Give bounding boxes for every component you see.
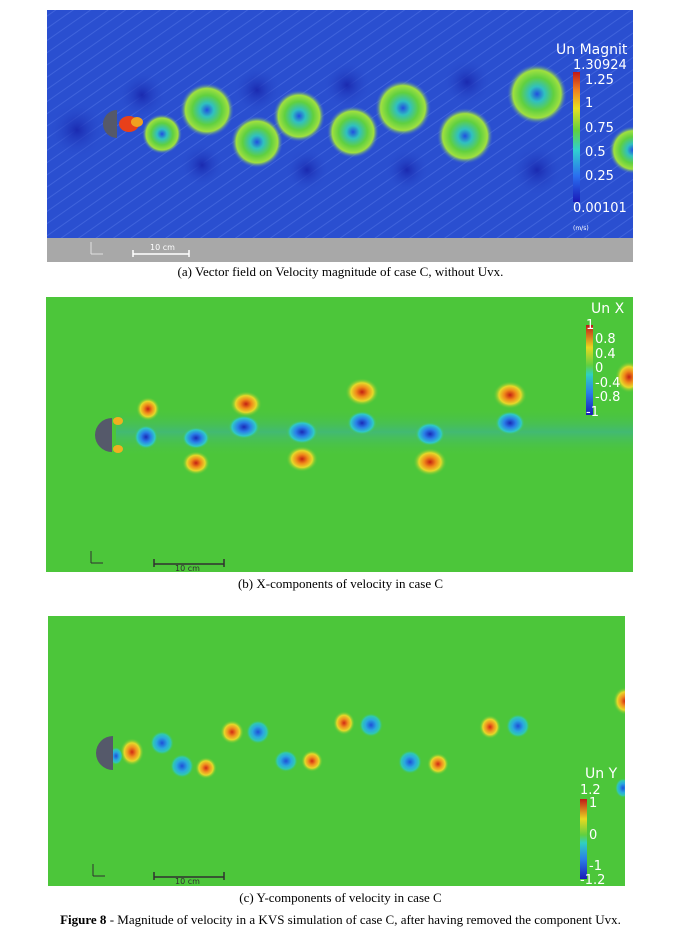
- panel-b-x-velocity: 10 cm Un X 1 0.8 0.4 0 -0.4 -0.8 -1: [46, 297, 633, 572]
- scale-bar: [153, 872, 225, 880]
- colorbar-tick: 0.75: [585, 121, 614, 136]
- colorbar-tick: -1.2: [580, 873, 605, 886]
- scale-bar: [132, 250, 190, 257]
- colorbar-a: [573, 72, 580, 202]
- low-velocity-spots: [49, 58, 563, 196]
- axes-triad-icon: [92, 864, 105, 877]
- negative-velocity-spots: [109, 713, 625, 798]
- panel-c-y-velocity: 10 cm Un Y 1.2 1 0 -1 -1.2: [48, 616, 625, 886]
- scale-bar-label: 10 cm: [150, 243, 175, 252]
- colorbar-min-label: 0.00101: [573, 201, 627, 216]
- flow-field-background: [48, 616, 625, 886]
- caption-a: (a) Vector field on Velocity magnitude o…: [177, 264, 504, 279]
- cylinder-body: [103, 110, 117, 138]
- colorbar-tick: 1.2: [580, 783, 601, 798]
- colorbar-tick: 1: [585, 96, 593, 111]
- colorbar-title: Un Magnit: [556, 42, 628, 58]
- cylinder-body: [95, 418, 112, 452]
- colorbar-b: [586, 325, 593, 415]
- colorbar-tick: 0.4: [595, 347, 616, 362]
- colorbar-tick: 0.25: [585, 169, 614, 184]
- scale-bar-label: 10 cm: [175, 877, 200, 886]
- colorbar-tick: 0.8: [595, 332, 616, 347]
- colorbar-tick: 0.5: [585, 145, 606, 160]
- colorbar-title: Un X: [591, 301, 625, 317]
- colorbar-tick: 1: [586, 318, 594, 333]
- wake-vortices: [142, 64, 633, 174]
- axes-triad-icon: [90, 242, 103, 255]
- bottom-strip: [47, 238, 633, 262]
- figure-caption-text: - Magnitude of velocity in a KVS simulat…: [106, 912, 621, 927]
- colorbar-tick: 0: [595, 361, 603, 376]
- colorbar-tick: -0.4: [595, 376, 620, 391]
- caption-b: (b) X-components of velocity in case C: [237, 576, 444, 591]
- colorbar-c: [580, 799, 587, 879]
- panel-c-plot: 10 cm Un Y 1.2 1 0 -1 -1.2: [48, 616, 625, 886]
- colorbar-tick: 1: [589, 796, 597, 811]
- panel-a-velocity-magnitude: 10 cm Un Magnit 1.30924 1.25 1 0.75 0.5 …: [47, 10, 633, 262]
- positive-velocity-spots: [120, 687, 625, 779]
- colorbar-max-label: 1.30924: [573, 58, 627, 73]
- colorbar-unit: (m/s): [573, 225, 589, 232]
- colorbar-tick: -1: [586, 405, 599, 420]
- scale-bar-label: 10 cm: [175, 564, 200, 572]
- cylinder-body: [96, 736, 113, 770]
- panel-b-plot: 10 cm Un X 1 0.8 0.4 0 -0.4 -0.8 -1: [46, 297, 633, 572]
- colorbar-tick: 0: [589, 828, 597, 843]
- colorbar-tick: -1: [589, 859, 602, 874]
- colorbar-tick: 1.25: [585, 73, 614, 88]
- colorbar-tick: -0.8: [595, 390, 620, 405]
- scale-bar: [153, 559, 225, 567]
- colorbar-title: Un Y: [585, 766, 618, 782]
- caption-c: (c) Y-components of velocity in case C: [239, 890, 442, 905]
- axes-triad-icon: [90, 551, 103, 564]
- negative-velocity-spots: [134, 411, 525, 449]
- panel-a-plot: 10 cm Un Magnit 1.30924 1.25 1 0.75 0.5 …: [47, 10, 633, 262]
- positive-velocity-spots: [136, 361, 633, 476]
- figure-label: Figure 8: [60, 912, 107, 927]
- figure-caption: Figure 8 - Magnitude of velocity in a KV…: [0, 912, 681, 928]
